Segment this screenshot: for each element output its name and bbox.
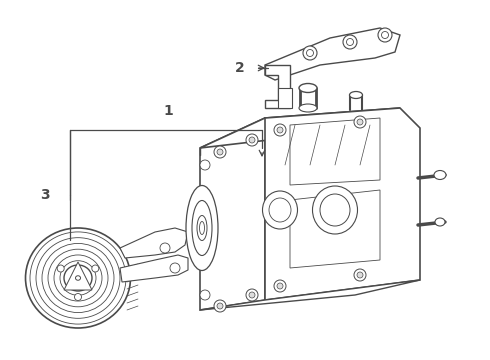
Circle shape [274, 280, 286, 292]
Circle shape [274, 124, 286, 136]
Circle shape [378, 28, 392, 42]
Ellipse shape [192, 201, 212, 256]
Ellipse shape [73, 274, 83, 283]
Circle shape [303, 46, 317, 60]
Ellipse shape [263, 191, 297, 229]
Circle shape [214, 146, 226, 158]
Circle shape [307, 49, 314, 57]
Circle shape [357, 119, 363, 125]
Circle shape [200, 290, 210, 300]
Circle shape [249, 292, 255, 298]
Circle shape [160, 243, 170, 253]
Circle shape [57, 265, 64, 272]
Polygon shape [265, 28, 400, 80]
Circle shape [246, 289, 258, 301]
Polygon shape [120, 228, 188, 258]
Polygon shape [120, 255, 188, 282]
Polygon shape [265, 65, 290, 108]
Text: 1: 1 [163, 104, 173, 118]
Circle shape [382, 32, 389, 39]
Circle shape [92, 265, 99, 272]
Ellipse shape [199, 221, 204, 234]
Ellipse shape [299, 104, 317, 112]
Polygon shape [290, 118, 380, 185]
Polygon shape [200, 108, 400, 148]
Polygon shape [265, 108, 420, 300]
Ellipse shape [434, 171, 446, 180]
Circle shape [277, 283, 283, 289]
Circle shape [354, 116, 366, 128]
Circle shape [74, 293, 81, 301]
Ellipse shape [186, 185, 218, 270]
Text: 3: 3 [40, 188, 50, 202]
Text: 2: 2 [235, 61, 245, 75]
Circle shape [214, 300, 226, 312]
Circle shape [170, 263, 180, 273]
Ellipse shape [269, 198, 291, 222]
Ellipse shape [320, 194, 350, 226]
Polygon shape [200, 118, 265, 310]
Circle shape [217, 149, 223, 155]
Circle shape [277, 127, 283, 133]
Ellipse shape [313, 186, 358, 234]
Circle shape [249, 137, 255, 143]
Circle shape [357, 272, 363, 278]
Ellipse shape [25, 228, 130, 328]
Ellipse shape [75, 276, 80, 280]
Polygon shape [200, 280, 420, 310]
Circle shape [346, 39, 353, 45]
Circle shape [354, 269, 366, 281]
Ellipse shape [197, 216, 207, 240]
Ellipse shape [64, 265, 92, 291]
Polygon shape [290, 190, 380, 268]
Circle shape [343, 35, 357, 49]
Circle shape [246, 134, 258, 146]
Ellipse shape [349, 91, 363, 99]
Ellipse shape [299, 84, 317, 93]
Ellipse shape [435, 218, 445, 226]
Polygon shape [64, 262, 92, 290]
Polygon shape [278, 88, 292, 108]
Circle shape [217, 303, 223, 309]
Circle shape [200, 160, 210, 170]
